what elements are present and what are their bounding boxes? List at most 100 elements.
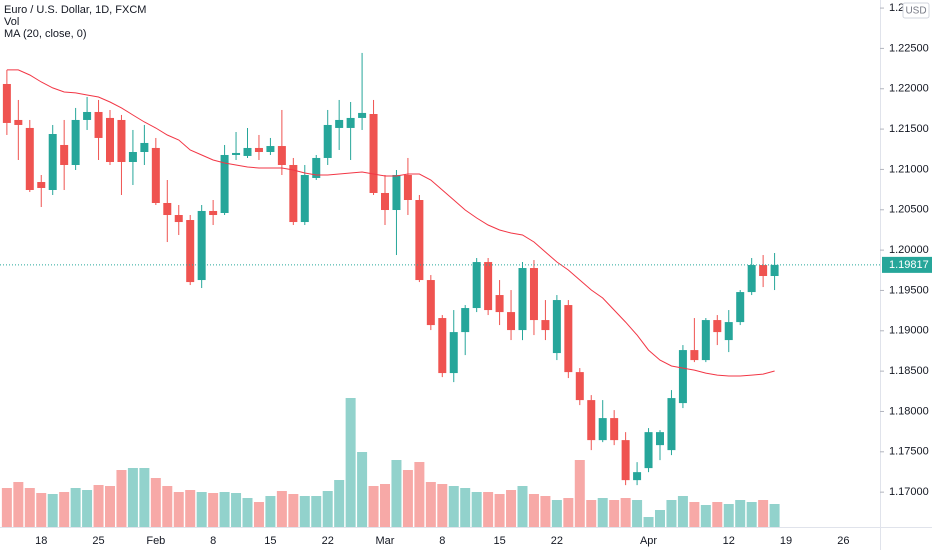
volume-bar: [105, 486, 115, 527]
candle-body: [667, 398, 676, 451]
candle-body: [312, 157, 321, 178]
candle-body: [174, 215, 183, 223]
volume-bar: [47, 494, 58, 527]
candle-body: [48, 134, 57, 191]
y-tick-label: 1.22500: [889, 42, 929, 54]
y-tick-label: 1.18000: [889, 405, 929, 417]
y-tick-label: 1.20500: [889, 204, 929, 216]
y-tick-label: 1.17500: [889, 446, 929, 458]
volume-bar: [471, 492, 482, 527]
volume-bar: [231, 493, 242, 527]
candle-body: [701, 320, 710, 361]
x-tick-label: 25: [92, 535, 104, 547]
candle-body: [438, 318, 447, 374]
volume-bar: [528, 494, 539, 527]
candle-body: [415, 200, 424, 281]
candle-body: [266, 146, 275, 153]
candle-body: [484, 262, 493, 311]
volume-bar: [483, 492, 494, 527]
last-price-box: [882, 256, 932, 273]
volume-bar: [208, 493, 219, 527]
candle-body: [644, 432, 653, 469]
volume-bar: [150, 478, 161, 527]
x-tick-label: 19: [780, 535, 792, 547]
volume-bar: [116, 470, 127, 527]
volume-bar: [380, 484, 390, 527]
volume-bar: [24, 488, 35, 527]
candle-body: [656, 432, 664, 446]
volume-bar: [70, 488, 81, 527]
candle-body: [633, 472, 642, 481]
volume-bar: [494, 494, 505, 527]
x-tick-label: 26: [837, 535, 849, 547]
candle-body: [621, 440, 630, 481]
volume-bar: [402, 470, 413, 527]
volume-bar: [769, 504, 780, 527]
candle-body: [690, 350, 699, 361]
volume-bar: [735, 500, 746, 527]
volume-bar: [677, 496, 688, 527]
currency-label: USD: [905, 6, 926, 17]
candle-body: [300, 174, 309, 223]
volume-bar: [460, 488, 471, 527]
y-tick-label: 1.18500: [889, 365, 929, 377]
x-tick-label: 18: [35, 535, 47, 547]
volume-bar: [563, 498, 574, 527]
volume-bar: [632, 500, 643, 527]
candle-body: [426, 280, 435, 326]
volume-bar: [746, 502, 757, 527]
candle-body: [346, 117, 355, 128]
candle-body: [381, 192, 389, 211]
volume-bar: [655, 510, 665, 527]
chart-title: Euro / U.S. Dollar, 1D, FXCM: [4, 4, 146, 16]
volume-bar: [368, 486, 379, 527]
candle-body: [289, 164, 298, 223]
volume-bar: [219, 492, 230, 527]
y-tick-label: 1.19500: [889, 284, 929, 296]
volume-bar: [36, 493, 47, 527]
y-tick-label: 1.17000: [889, 486, 929, 498]
candle-body: [392, 174, 401, 211]
volume-bar: [448, 486, 459, 527]
volume-bar: [437, 484, 448, 527]
candle-body: [128, 152, 137, 163]
volume-bar: [712, 502, 723, 527]
candle-body: [117, 119, 126, 163]
volume-bar: [299, 496, 310, 527]
candle-body: [598, 418, 607, 441]
volume-bar: [700, 505, 711, 527]
legend-ma: MA (20, close, 0): [4, 28, 87, 40]
candle-body: [770, 264, 779, 277]
candle-body: [529, 268, 538, 321]
volume-bar: [288, 494, 299, 527]
candle-body: [254, 147, 263, 153]
candle-body: [186, 220, 195, 283]
volume-bar: [620, 498, 631, 527]
y-tick-label: 1.21000: [889, 163, 929, 175]
candle-body: [678, 350, 687, 404]
x-tick-label: Apr: [640, 535, 657, 547]
candle-body: [71, 119, 80, 165]
volume-bar: [82, 490, 93, 527]
volume-bar: [196, 492, 207, 527]
y-tick-label: 1.20000: [889, 244, 929, 256]
candle-body: [461, 308, 470, 333]
volume-bar: [139, 468, 150, 527]
candle-body: [564, 305, 573, 373]
candle-body: [335, 119, 344, 128]
legend-volume: Vol: [4, 16, 19, 28]
volume-bar: [586, 500, 597, 527]
candle-body: [759, 265, 768, 277]
volume-bar: [506, 490, 517, 527]
volume-bar: [185, 490, 196, 527]
volume-bar: [265, 496, 276, 527]
candle-body: [747, 265, 756, 293]
candle-body: [25, 127, 34, 191]
candle-body: [403, 174, 412, 201]
currency-badge: [902, 2, 930, 19]
candle-body: [243, 147, 252, 156]
x-tick-label: 8: [439, 535, 445, 547]
volume-bar: [242, 498, 253, 527]
candle-body: [140, 142, 149, 153]
